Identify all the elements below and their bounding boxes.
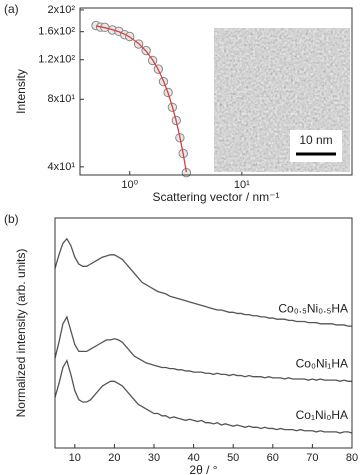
panel: (b) 2θ / ° Normalized intensity (arb. unit… bbox=[4, 212, 358, 475]
series-label: Co₀Ni₁HA bbox=[296, 356, 348, 370]
x-tick-label: 40 bbox=[187, 452, 199, 464]
panel-label: (b) bbox=[4, 212, 19, 226]
data-line bbox=[54, 358, 353, 434]
y-tick-label: 8x10¹ bbox=[47, 93, 75, 105]
x-tick-label: 80 bbox=[346, 452, 358, 464]
x-tick-label: 60 bbox=[267, 452, 279, 464]
x-tick-label: 50 bbox=[227, 452, 239, 464]
y-axis-label: Intensity bbox=[14, 69, 28, 114]
y-axis-label: Normalized intensity (arb. units) bbox=[14, 249, 28, 418]
x-axis-label: 2θ / ° bbox=[189, 463, 217, 475]
data-line bbox=[54, 315, 352, 382]
x-tick-label: 20 bbox=[108, 452, 120, 464]
series-label: Co₁Ni₀HA bbox=[296, 408, 348, 422]
inset-image: 10 nm bbox=[214, 28, 350, 172]
x-tick-label: 10 bbox=[69, 452, 81, 464]
y-tick-label: 1.6x10² bbox=[38, 26, 75, 38]
x-tick-label: 30 bbox=[148, 452, 160, 464]
plot-frame bbox=[54, 217, 353, 449]
data-line bbox=[54, 237, 352, 327]
y-tick-label: 4x10¹ bbox=[47, 161, 75, 173]
y-tick-label: 2x10² bbox=[47, 4, 75, 16]
panel: (a) Scattering vector / nm⁻¹ Intensity 4x10… bbox=[4, 2, 353, 204]
data-line bbox=[95, 25, 188, 173]
scale-bar-background bbox=[290, 130, 342, 162]
y-tick-label: 1.2x10² bbox=[38, 54, 75, 66]
x-tick-label: 70 bbox=[306, 452, 318, 464]
x-tick-label: 10¹ bbox=[234, 179, 250, 191]
scale-bar-label: 10 nm bbox=[299, 133, 332, 147]
series-label: Co₀.₅Ni₀.₅HA bbox=[278, 301, 348, 315]
plot-frame bbox=[79, 7, 353, 176]
x-axis-label: Scattering vector / nm⁻¹ bbox=[152, 190, 279, 204]
panel-label: (a) bbox=[4, 2, 19, 16]
x-tick-label: 10⁰ bbox=[121, 179, 138, 191]
